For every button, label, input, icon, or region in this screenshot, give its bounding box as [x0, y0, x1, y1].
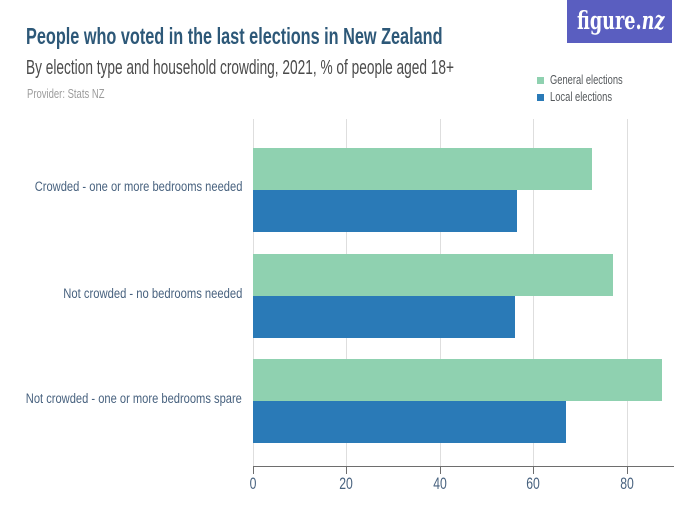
gridline-80 [626, 118, 628, 466]
chart-title: People who voted in the last elections i… [26, 22, 443, 49]
bar-local-elections-not-crowded-no-bedrooms-needed [253, 295, 515, 338]
x-axis-tick-0 [253, 466, 254, 474]
bar-local-elections-crowded-one-or-more-bedrooms-needed [253, 189, 517, 232]
legend-swatch-local-elections [537, 94, 544, 102]
x-tick-label-60: 60 [526, 474, 541, 493]
x-axis-tick-20 [346, 466, 348, 474]
x-tick-label-0: 0 [249, 474, 257, 493]
x-axis-line [253, 466, 674, 467]
x-tick-label-80: 80 [620, 474, 634, 493]
x-axis-tick-40 [439, 466, 441, 474]
x-axis-tick-60 [533, 466, 535, 474]
figure-nz-logo[interactable]: figure.nz [567, 0, 672, 43]
category-label-not-crowded-no-bedrooms-needed: Not crowded - no bedrooms needed [63, 286, 243, 302]
bar-general-elections-not-crowded-one-or-more-bedrooms-spare [253, 358, 662, 401]
chart-subtitle: By election type and household crowding,… [26, 56, 455, 79]
x-tick-label-40: 40 [433, 474, 447, 493]
bar-general-elections-crowded-one-or-more-bedrooms-needed [253, 147, 592, 190]
bar-general-elections-not-crowded-no-bedrooms-needed [253, 253, 613, 296]
x-axis-tick-80 [626, 466, 628, 474]
category-label-crowded-one-or-more-bedrooms-needed: Crowded - one or more bedrooms needed [34, 178, 243, 194]
legend-label-local-elections: Local elections [550, 88, 613, 104]
x-tick-label-20: 20 [339, 474, 354, 493]
figure-nz-logo-text: figure.nz [577, 6, 665, 37]
legend-swatch-general-elections [537, 77, 544, 84]
legend-label-general-elections: General elections [550, 71, 623, 87]
provider-note: Provider: Stats NZ [26, 86, 104, 101]
bar-local-elections-not-crowded-one-or-more-bedrooms-spare [253, 400, 567, 443]
logo-text-italic: nz [641, 6, 665, 37]
logo-text-roman: figure. [577, 6, 642, 37]
category-label-not-crowded-one-or-more-bedrooms-spare: Not crowded - one or more bedrooms spare [26, 391, 243, 407]
